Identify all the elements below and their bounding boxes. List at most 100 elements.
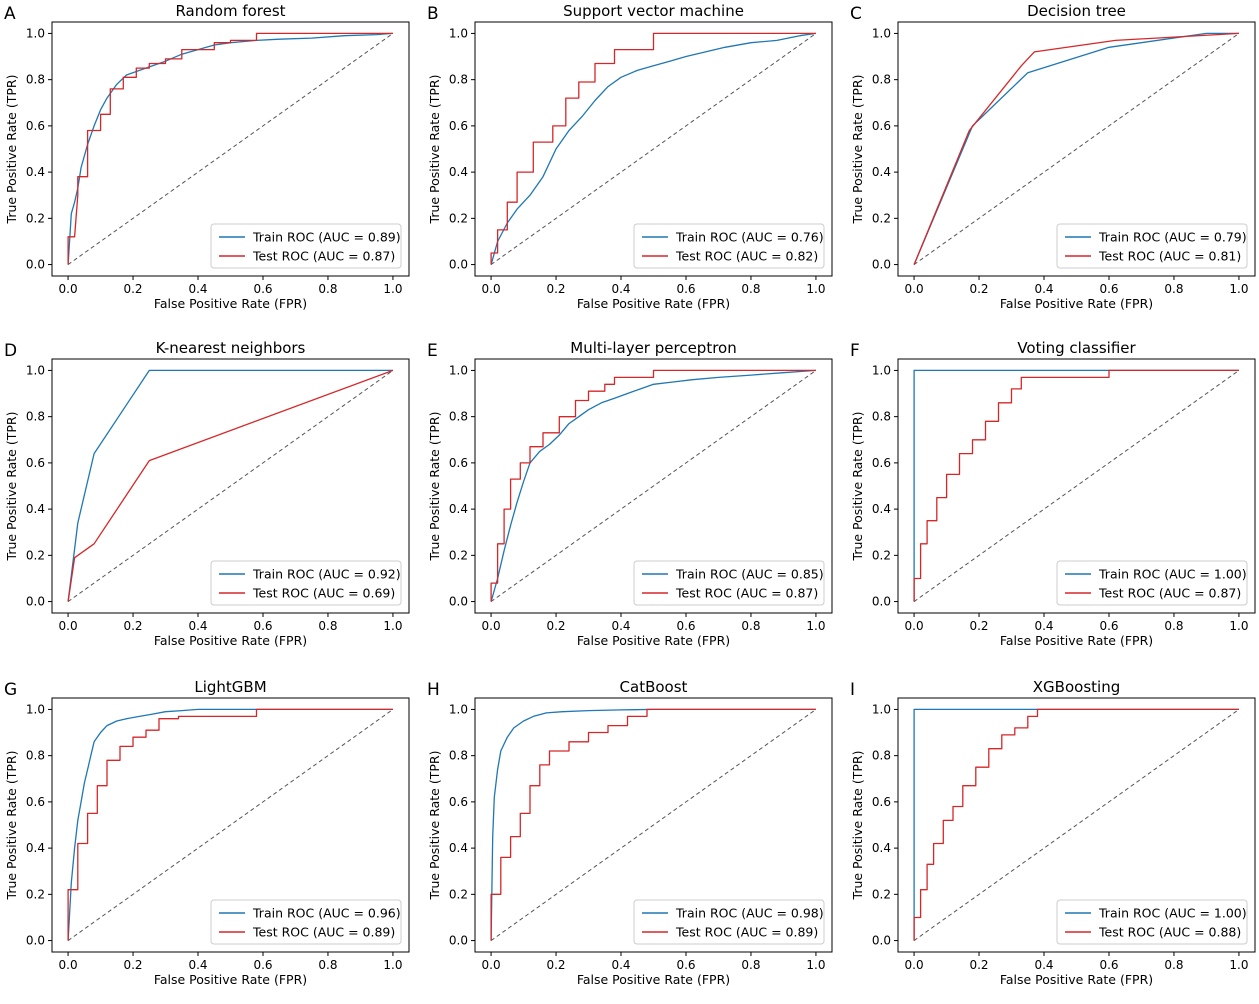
legend-box [633,223,825,269]
x-tick-label: 0.0 [59,958,78,972]
x-tick-label: 0.6 [1099,619,1118,633]
legend-train-label: Train ROC (AUC = 1.00) [1098,567,1247,582]
legend: Train ROC (AUC = 0.76) Test ROC (AUC = 0.… [633,223,825,269]
x-tick-label: 0.8 [741,958,760,972]
train-roc-line [913,32,1239,265]
axes-frame [897,358,1256,614]
panel-h: H CatBoost 0.0 0.2 0.4 0.6 0.8 1.0 0.0 0.2 0.4 0.6 0… [427,678,833,987]
x-tick-label: 0.0 [482,619,501,633]
x-tick-label: 1.0 [806,958,825,972]
chance-diagonal [490,370,817,602]
y-tick-label: 0.6 [872,456,891,470]
x-tick-label: 0.2 [123,282,142,296]
train-roc-line [490,32,816,265]
x-tick-label: 0.6 [676,619,695,633]
y-axis-label: True Positive Rate (TPR) [850,751,865,901]
y-tick-label: 0.6 [872,119,891,133]
panel-b: B Support vector machine 0.0 0.2 0.4 0.6 0.8 1.… [427,2,833,311]
y-tick-label: 0.8 [872,749,891,763]
y-axis-label: True Positive Rate (TPR) [850,412,865,562]
y-tick-label: 0.8 [449,749,468,763]
panel-d: D K-nearest neighbors 0.0 0.2 0.4 0.6 0.8 1.0 0.… [4,339,410,648]
y-tick-label: 0.6 [26,119,45,133]
y-tick-label: 0.4 [872,165,891,179]
legend-box [210,223,402,269]
legend-box [1056,899,1248,945]
axes-frame [51,697,410,953]
y-tick-label: 0.2 [26,887,45,901]
chart-title: Support vector machine [563,2,744,20]
x-axis-label: False Positive Rate (FPR) [154,972,307,987]
legend-test-label: Test ROC (AUC = 0.89) [252,925,395,940]
y-tick-label: 0.0 [872,934,891,948]
x-tick-label: 0.6 [253,282,272,296]
x-tick-label: 0.4 [1034,282,1053,296]
y-tick-label: 0.8 [26,73,45,87]
train-roc-line [67,708,393,941]
panel-c: C Decision tree 0.0 0.2 0.4 0.6 0.8 1.0 0.0 0.2 0.… [850,2,1256,311]
y-axis-label: True Positive Rate (TPR) [427,751,442,901]
x-tick-label: 1.0 [1229,958,1248,972]
legend-train-label: Train ROC (AUC = 0.79) [1098,230,1247,245]
legend: Train ROC (AUC = 1.00) Test ROC (AUC = 0.… [1056,560,1248,606]
legend-train-label: Train ROC (AUC = 0.96) [252,906,401,921]
test-roc-line [67,708,393,941]
y-tick-label: 1.0 [26,26,45,40]
y-tick-label: 0.8 [872,410,891,424]
x-axis-label: False Positive Rate (FPR) [154,296,307,311]
x-tick-label: 0.0 [905,282,924,296]
chance-diagonal [913,370,1240,602]
y-tick-label: 0.6 [872,795,891,809]
panel-letter: A [4,4,16,24]
x-tick-label: 0.8 [1164,958,1183,972]
y-tick-label: 0.6 [449,456,468,470]
y-axis-label: True Positive Rate (TPR) [427,75,442,225]
chart-title: CatBoost [620,678,688,696]
x-tick-label: 0.2 [546,619,565,633]
legend: Train ROC (AUC = 0.98) Test ROC (AUC = 0.… [633,899,825,945]
chance-diagonal [67,709,394,941]
chart-title: LightGBM [194,678,266,696]
x-tick-label: 0.4 [611,282,630,296]
chart-title: Multi-layer perceptron [570,339,736,357]
x-tick-label: 0.8 [318,619,337,633]
x-tick-label: 0.6 [676,282,695,296]
y-axis-label: True Positive Rate (TPR) [4,412,19,562]
x-tick-label: 0.4 [1034,619,1053,633]
x-tick-label: 0.8 [741,619,760,633]
x-tick-label: 1.0 [1229,282,1248,296]
y-tick-label: 0.4 [449,165,468,179]
axes-frame [474,358,833,614]
x-tick-label: 0.8 [318,958,337,972]
x-tick-label: 0.2 [969,282,988,296]
test-roc-line [67,369,394,602]
y-tick-label: 0.2 [449,211,468,225]
x-tick-label: 0.2 [123,958,142,972]
panel-letter: E [427,341,438,361]
y-tick-label: 0.0 [449,934,468,948]
x-axis-label: False Positive Rate (FPR) [1000,296,1153,311]
train-roc-line [490,369,816,602]
panel-a: A Random forest 0.0 0.2 0.4 0.6 0.8 1.0 0.0 0.2 0.… [4,2,410,311]
x-tick-label: 0.0 [59,619,78,633]
y-tick-label: 0.8 [26,410,45,424]
y-tick-label: 0.4 [872,841,891,855]
y-tick-label: 0.2 [872,548,891,562]
legend-train-label: Train ROC (AUC = 0.76) [675,230,824,245]
axes-frame [51,358,410,614]
legend-box [1056,223,1248,269]
test-roc-line [67,32,393,265]
y-tick-label: 0.2 [26,548,45,562]
chart-title: XGBoosting [1033,678,1120,696]
x-axis-label: False Positive Rate (FPR) [577,972,730,987]
y-tick-label: 0.4 [449,841,468,855]
x-tick-label: 0.2 [546,958,565,972]
y-tick-label: 0.0 [449,258,468,272]
test-roc-line [913,708,1239,941]
panel-letter: D [4,341,17,361]
x-tick-label: 0.2 [123,619,142,633]
legend-test-label: Test ROC (AUC = 0.69) [252,586,395,601]
x-tick-label: 0.4 [188,619,207,633]
y-tick-label: 0.0 [872,595,891,609]
axes-frame [51,21,410,277]
